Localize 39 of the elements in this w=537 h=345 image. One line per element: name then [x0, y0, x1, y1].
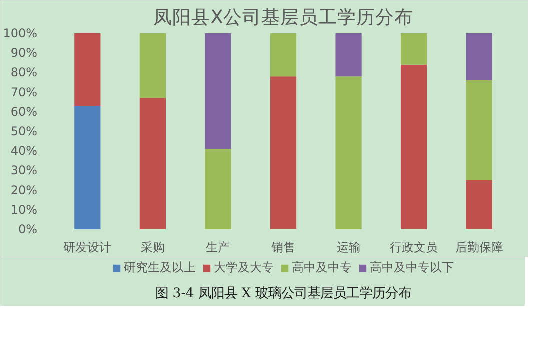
bar: [401, 34, 428, 65]
y-tick-label: 70%: [10, 85, 38, 100]
bar: [401, 64, 428, 230]
y-tick-label: 30%: [10, 164, 38, 178]
y-tick-label: 20%: [10, 183, 38, 198]
y-tick-label: 0%: [18, 222, 38, 236]
legend-label: 高中及中专以下: [370, 260, 454, 276]
x-tick-label: 采购: [140, 240, 165, 254]
y-tick-label: 90%: [10, 46, 38, 60]
bar: [466, 80, 492, 180]
legend-label: 高中及中专: [292, 260, 352, 276]
chart-title: 凤阳县X公司基层员工学历分布: [154, 8, 414, 28]
bar: [336, 76, 362, 230]
bar: [466, 34, 492, 81]
y-tick-label: 60%: [10, 104, 38, 119]
bar: [270, 76, 297, 230]
bar: [140, 34, 166, 98]
bar: [336, 34, 362, 77]
bar: [205, 149, 232, 230]
y-tick-label: 80%: [10, 66, 38, 80]
x-tick-label: 行政文员: [390, 240, 438, 254]
bar: [74, 106, 101, 230]
bar: [466, 180, 492, 230]
legend-label: 研究生及以上: [124, 260, 196, 276]
x-tick-label: 销售: [270, 240, 296, 254]
bar: [74, 34, 101, 106]
x-tick-label: 研发设计: [64, 240, 112, 254]
bar: [140, 98, 166, 230]
caption: 图 3-4 凤阳县 X 玻璃公司基层员工学历分布: [156, 286, 412, 302]
y-tick-label: 40%: [10, 144, 38, 158]
x-tick-label: 后勤保障: [455, 240, 504, 254]
y-tick-label: 10%: [10, 202, 38, 217]
bar: [270, 34, 297, 77]
y-tick-label: 100%: [3, 26, 38, 40]
y-tick-label: 50%: [10, 124, 38, 138]
bar: [205, 34, 232, 150]
legend-label: 大学及大专: [214, 260, 274, 276]
x-tick-label: 运输: [336, 240, 361, 254]
x-tick-label: 生产: [206, 240, 230, 254]
